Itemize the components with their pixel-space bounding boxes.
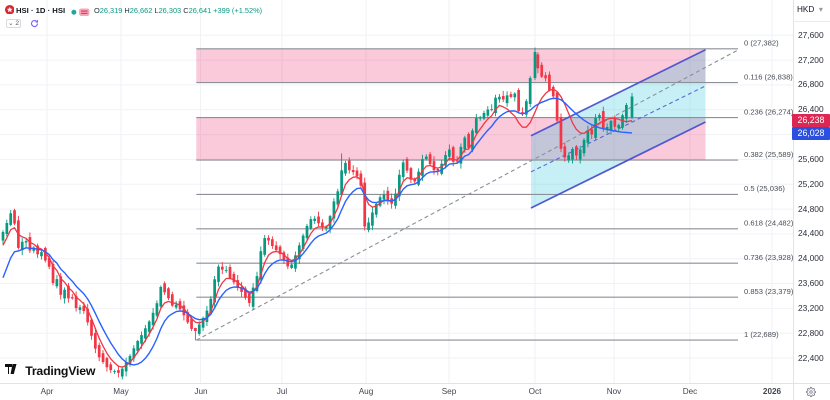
svg-text:1 (22,689): 1 (22,689) <box>744 330 779 339</box>
svg-text:0.236 (26,274): 0.236 (26,274) <box>744 107 794 116</box>
svg-text:0.618 (24,482): 0.618 (24,482) <box>744 219 794 228</box>
svg-text:0 (27,382): 0 (27,382) <box>744 39 779 48</box>
svg-text:0.853 (23,379): 0.853 (23,379) <box>744 287 794 296</box>
svg-text:0.736 (23,928): 0.736 (23,928) <box>744 253 794 262</box>
svg-text:0.382 (25,589): 0.382 (25,589) <box>744 150 794 159</box>
svg-text:0.5 (25,036): 0.5 (25,036) <box>744 184 785 193</box>
svg-text:0.116 (26,838): 0.116 (26,838) <box>744 72 793 81</box>
